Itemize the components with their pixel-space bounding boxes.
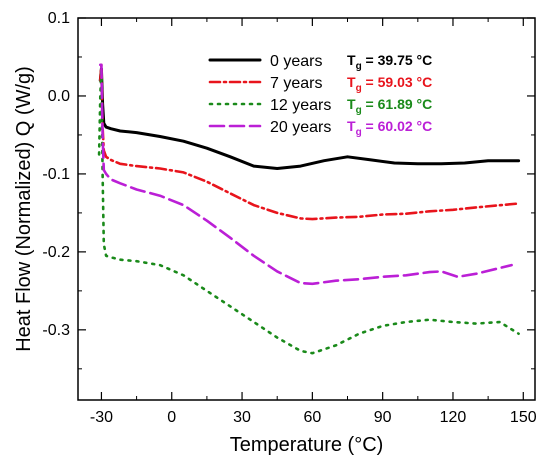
legend-tg-value: Tg = 59.03 °C [347,74,432,94]
legend-tg-value: Tg = 60.02 °C [347,118,432,138]
axes-group: -30 0 30 60 90 120 150 0.1 0.0 -0.1 -0.2 -0.3 [42,10,536,426]
tg-value: = 39.75 °C [362,52,433,68]
legend-label: 12 years [270,97,331,114]
x-tick-label: 120 [440,409,467,426]
legend-label: 20 years [270,119,331,136]
x-tick-label: 30 [233,409,251,426]
tg-value: = 59.03 °C [362,74,433,90]
legend-tg-value: Tg = 39.75 °C [347,52,432,72]
tg-subscript: g [356,61,362,72]
legend-label: 7 years [270,75,322,92]
plot-frame [77,17,536,401]
tg-symbol: T [347,52,356,68]
legend-tg-value: Tg = 61.89 °C [347,96,432,116]
x-tick-label: 90 [374,409,392,426]
series-layer [97,63,521,355]
x-tick-label: -30 [90,409,113,426]
legend: 0 years Tg = 39.75 °C 7 years Tg = 59.03 °C… [208,52,432,138]
y-tick-label: -0.3 [42,322,70,339]
tg-subscript: g [356,83,362,94]
y-tick-label: 0.1 [48,10,70,27]
y-tick-label: 0.0 [48,88,70,105]
tg-subscript: g [356,105,362,116]
x-tick-label: 60 [303,409,321,426]
y-tick-label: -0.1 [42,166,70,183]
tg-symbol: T [347,96,356,112]
y-tick-label: -0.2 [42,244,70,261]
series-line-0-years [98,67,521,170]
tg-symbol: T [347,74,356,90]
tg-value: = 61.89 °C [362,96,433,112]
x-tick-label: 0 [167,409,176,426]
series-line-7-years [99,63,520,221]
x-tick-label: 150 [510,409,537,426]
series-line-20-years [99,63,513,286]
y-axis-title: Heat Flow (Normalized) Q (W/g) [13,66,35,352]
series-line-12-years [97,67,520,355]
tg-subscript: g [356,127,362,138]
tg-value: = 60.02 °C [362,118,433,134]
legend-label: 0 years [270,53,322,70]
tg-symbol: T [347,118,356,134]
x-axis-title: Temperature (°C) [230,434,384,456]
